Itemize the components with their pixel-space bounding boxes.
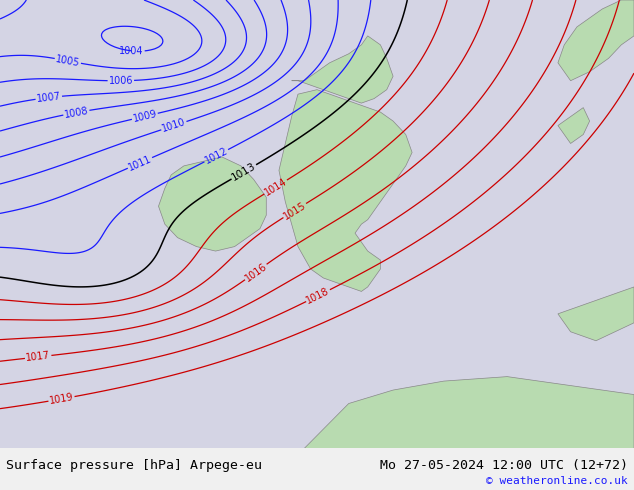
- Text: 1011: 1011: [127, 153, 153, 172]
- Polygon shape: [292, 36, 393, 103]
- Text: 1006: 1006: [108, 75, 133, 86]
- Text: 1007: 1007: [36, 91, 61, 104]
- Polygon shape: [304, 377, 634, 448]
- Polygon shape: [558, 108, 590, 144]
- Text: 1004: 1004: [119, 46, 144, 56]
- Text: 1010: 1010: [160, 117, 187, 134]
- Text: 1019: 1019: [49, 392, 74, 406]
- Text: 1016: 1016: [243, 261, 269, 283]
- Text: Surface pressure [hPa] Arpege-eu: Surface pressure [hPa] Arpege-eu: [6, 459, 262, 471]
- Text: 1014: 1014: [262, 176, 288, 197]
- Polygon shape: [558, 287, 634, 341]
- Polygon shape: [279, 90, 412, 292]
- Text: 1012: 1012: [203, 146, 230, 166]
- Text: 1005: 1005: [55, 54, 81, 68]
- Polygon shape: [558, 0, 634, 81]
- Text: 1013: 1013: [230, 161, 258, 183]
- Text: 1018: 1018: [305, 286, 331, 306]
- Text: 1015: 1015: [281, 200, 308, 221]
- Text: 1008: 1008: [63, 105, 89, 120]
- Text: 1017: 1017: [25, 350, 51, 363]
- Text: 1009: 1009: [132, 109, 158, 124]
- Polygon shape: [158, 157, 266, 251]
- Text: © weatheronline.co.uk: © weatheronline.co.uk: [486, 476, 628, 486]
- Text: Mo 27-05-2024 12:00 UTC (12+72): Mo 27-05-2024 12:00 UTC (12+72): [380, 459, 628, 471]
